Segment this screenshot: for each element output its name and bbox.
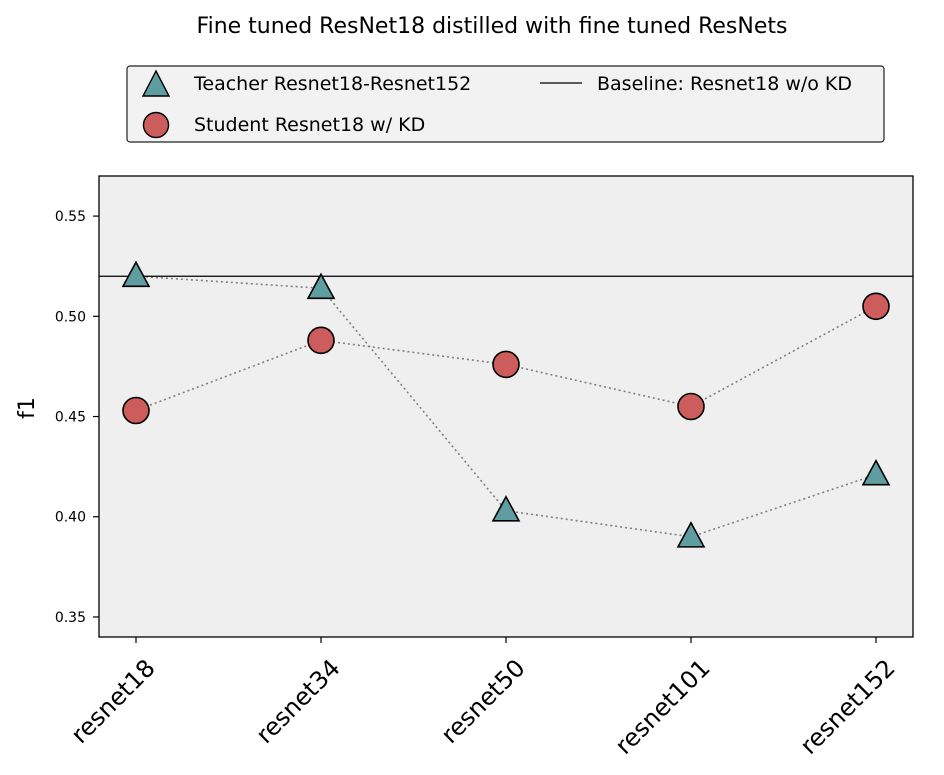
teacher-point-resnet18: [121, 260, 151, 288]
y-tick-label: 0.45: [55, 410, 86, 426]
legend-box: [126, 65, 885, 143]
x-tick-label: resnet101: [610, 654, 716, 760]
legend-baseline-label: Baseline: Resnet18 w/o KD: [597, 73, 852, 95]
x-tick-label: resnet34: [251, 654, 346, 749]
legend-teacher-label: Teacher Resnet18-Resnet152: [193, 73, 471, 95]
teacher-point-resnet34: [306, 272, 336, 300]
y-axis: 0.35 0.40 0.45 0.50 0.55: [55, 209, 99, 626]
chart-title: Fine tuned ResNet18 distilled with fine …: [197, 14, 788, 39]
student-point-resnet34: [307, 326, 335, 355]
series-2-connector: [135, 305, 877, 412]
teacher-point-resnet50: [491, 495, 521, 522]
series-1-connector: [135, 275, 877, 538]
plot-area: [99, 176, 913, 637]
data-markers: [121, 260, 891, 548]
y-tick-label: 0.40: [55, 510, 86, 526]
student-point-resnet152: [862, 292, 890, 321]
legend-student-label: Student Resnet18 w/ KD: [194, 114, 425, 136]
x-axis: resnet18 resnet34 resnet50 resnet101 resnet1…: [66, 637, 901, 760]
x-tick-label: resnet50: [436, 654, 531, 749]
legend: Teacher Resnet18-Resnet152 Student Resne…: [126, 65, 885, 143]
y-tick-label: 0.55: [55, 209, 86, 225]
student-point-resnet18: [122, 396, 150, 425]
student-point-resnet50: [492, 350, 520, 379]
connector-lines: [135, 275, 877, 538]
legend-teacher-marker: [141, 69, 171, 97]
x-tick-label: resnet18: [66, 654, 161, 749]
y-tick-label: 0.35: [55, 610, 86, 626]
teacher-point-resnet101: [676, 521, 706, 548]
student-point-resnet101: [677, 392, 705, 421]
teacher-point-resnet152: [861, 458, 891, 486]
x-tick-label: resnet152: [795, 654, 901, 760]
y-axis-label: f1: [15, 397, 40, 419]
legend-student-marker: [142, 111, 170, 139]
y-tick-label: 0.50: [55, 309, 86, 325]
